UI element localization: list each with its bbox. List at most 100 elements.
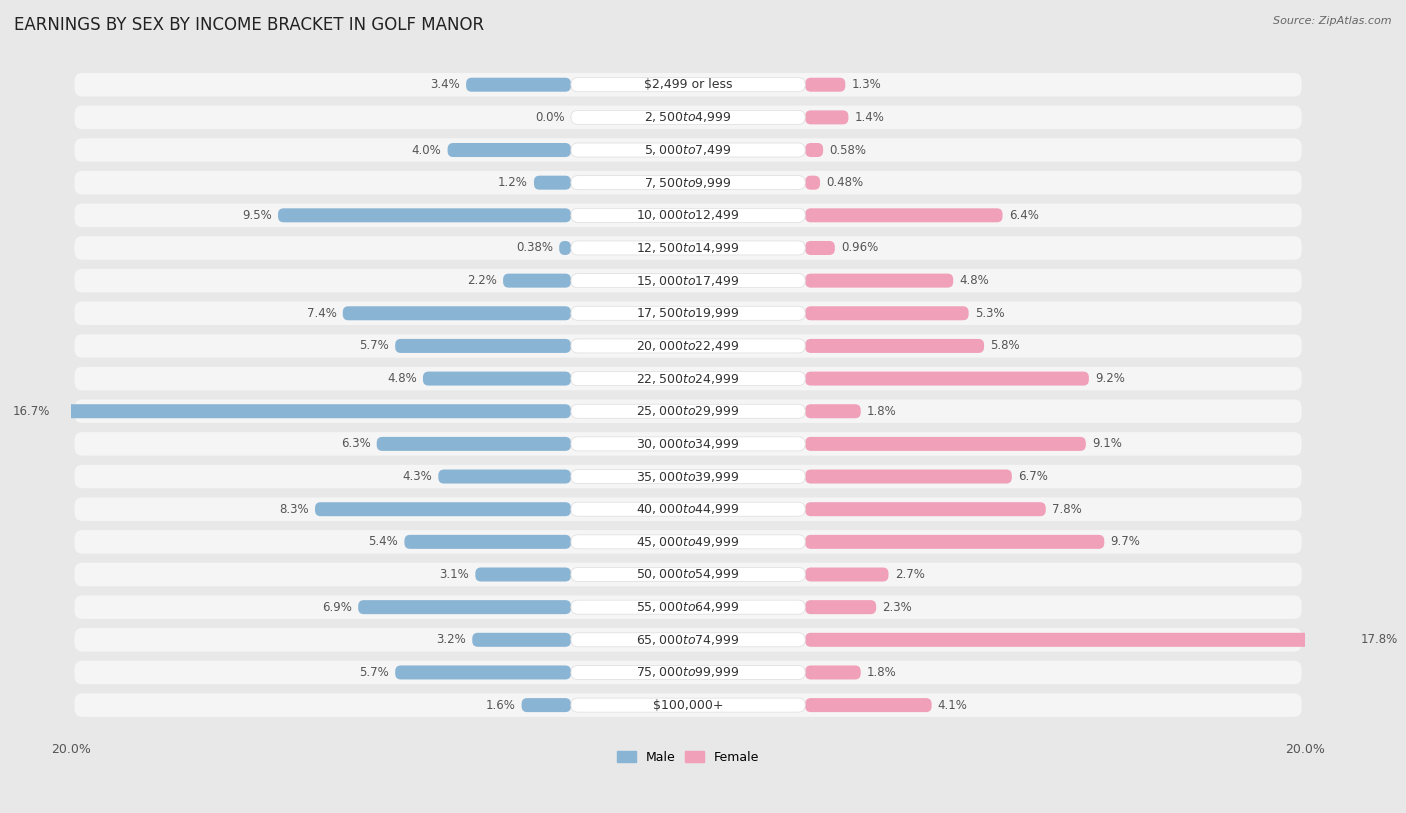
Text: $2,500 to $4,999: $2,500 to $4,999: [644, 111, 733, 124]
FancyBboxPatch shape: [315, 502, 571, 516]
FancyBboxPatch shape: [75, 269, 1302, 293]
FancyBboxPatch shape: [806, 633, 1354, 647]
FancyBboxPatch shape: [806, 404, 860, 418]
Text: 4.3%: 4.3%: [402, 470, 432, 483]
Text: $22,500 to $24,999: $22,500 to $24,999: [637, 372, 740, 385]
Text: 5.7%: 5.7%: [360, 666, 389, 679]
FancyBboxPatch shape: [806, 143, 823, 157]
Text: 3.1%: 3.1%: [440, 568, 470, 581]
FancyBboxPatch shape: [806, 470, 1012, 484]
FancyBboxPatch shape: [75, 433, 1302, 455]
FancyBboxPatch shape: [522, 698, 571, 712]
FancyBboxPatch shape: [405, 535, 571, 549]
FancyBboxPatch shape: [571, 437, 806, 451]
FancyBboxPatch shape: [359, 600, 571, 614]
Text: $2,499 or less: $2,499 or less: [644, 78, 733, 91]
FancyBboxPatch shape: [571, 78, 806, 92]
FancyBboxPatch shape: [75, 693, 1302, 717]
FancyBboxPatch shape: [75, 237, 1302, 259]
Text: $45,000 to $49,999: $45,000 to $49,999: [637, 535, 740, 549]
Text: 4.1%: 4.1%: [938, 698, 967, 711]
Text: 6.9%: 6.9%: [322, 601, 352, 614]
Text: Source: ZipAtlas.com: Source: ZipAtlas.com: [1274, 16, 1392, 26]
Text: 2.3%: 2.3%: [883, 601, 912, 614]
FancyBboxPatch shape: [806, 339, 984, 353]
Text: $15,000 to $17,499: $15,000 to $17,499: [637, 274, 740, 288]
FancyBboxPatch shape: [571, 502, 806, 516]
FancyBboxPatch shape: [75, 138, 1302, 162]
Text: 1.8%: 1.8%: [868, 666, 897, 679]
FancyBboxPatch shape: [503, 274, 571, 288]
FancyBboxPatch shape: [806, 241, 835, 255]
Text: EARNINGS BY SEX BY INCOME BRACKET IN GOLF MANOR: EARNINGS BY SEX BY INCOME BRACKET IN GOL…: [14, 16, 484, 34]
Text: 5.3%: 5.3%: [974, 307, 1004, 320]
FancyBboxPatch shape: [806, 502, 1046, 516]
FancyBboxPatch shape: [75, 563, 1302, 586]
Text: $12,500 to $14,999: $12,500 to $14,999: [637, 241, 740, 255]
FancyBboxPatch shape: [56, 404, 571, 418]
FancyBboxPatch shape: [75, 367, 1302, 390]
Text: 1.6%: 1.6%: [485, 698, 516, 711]
Text: $75,000 to $99,999: $75,000 to $99,999: [637, 666, 740, 680]
FancyBboxPatch shape: [806, 78, 845, 92]
FancyBboxPatch shape: [806, 176, 820, 189]
FancyBboxPatch shape: [571, 372, 806, 385]
FancyBboxPatch shape: [75, 661, 1302, 685]
FancyBboxPatch shape: [75, 530, 1302, 554]
Text: $30,000 to $34,999: $30,000 to $34,999: [637, 437, 740, 451]
FancyBboxPatch shape: [571, 176, 806, 189]
Text: $40,000 to $44,999: $40,000 to $44,999: [637, 502, 740, 516]
FancyBboxPatch shape: [75, 498, 1302, 521]
Text: 7.4%: 7.4%: [307, 307, 336, 320]
FancyBboxPatch shape: [806, 535, 1104, 549]
Text: 4.8%: 4.8%: [387, 372, 416, 385]
FancyBboxPatch shape: [75, 628, 1302, 651]
FancyBboxPatch shape: [75, 465, 1302, 489]
Text: $50,000 to $54,999: $50,000 to $54,999: [637, 567, 740, 581]
FancyBboxPatch shape: [75, 203, 1302, 227]
Text: $7,500 to $9,999: $7,500 to $9,999: [644, 176, 733, 189]
FancyBboxPatch shape: [560, 241, 571, 255]
Text: 0.96%: 0.96%: [841, 241, 879, 254]
Text: $35,000 to $39,999: $35,000 to $39,999: [637, 470, 740, 484]
Text: 0.38%: 0.38%: [516, 241, 553, 254]
Text: $100,000+: $100,000+: [652, 698, 723, 711]
Text: 6.7%: 6.7%: [1018, 470, 1047, 483]
Text: 1.2%: 1.2%: [498, 176, 527, 189]
Text: 4.0%: 4.0%: [412, 144, 441, 157]
FancyBboxPatch shape: [571, 600, 806, 614]
FancyBboxPatch shape: [571, 567, 806, 581]
Text: 6.4%: 6.4%: [1008, 209, 1039, 222]
FancyBboxPatch shape: [806, 208, 1002, 222]
Text: $17,500 to $19,999: $17,500 to $19,999: [637, 307, 740, 320]
Text: 1.3%: 1.3%: [852, 78, 882, 91]
FancyBboxPatch shape: [806, 274, 953, 288]
FancyBboxPatch shape: [472, 633, 571, 647]
Text: $65,000 to $74,999: $65,000 to $74,999: [637, 633, 740, 647]
FancyBboxPatch shape: [343, 307, 571, 320]
FancyBboxPatch shape: [571, 111, 806, 124]
Text: 7.8%: 7.8%: [1052, 502, 1081, 515]
FancyBboxPatch shape: [467, 78, 571, 92]
FancyBboxPatch shape: [423, 372, 571, 385]
FancyBboxPatch shape: [571, 404, 806, 418]
FancyBboxPatch shape: [75, 334, 1302, 358]
FancyBboxPatch shape: [806, 666, 860, 680]
Text: 2.7%: 2.7%: [894, 568, 925, 581]
Text: 3.2%: 3.2%: [436, 633, 467, 646]
FancyBboxPatch shape: [571, 307, 806, 320]
FancyBboxPatch shape: [806, 600, 876, 614]
Text: 8.3%: 8.3%: [280, 502, 309, 515]
FancyBboxPatch shape: [806, 698, 932, 712]
FancyBboxPatch shape: [571, 535, 806, 549]
Text: 9.5%: 9.5%: [242, 209, 271, 222]
Text: 3.4%: 3.4%: [430, 78, 460, 91]
FancyBboxPatch shape: [75, 73, 1302, 97]
FancyBboxPatch shape: [395, 666, 571, 680]
FancyBboxPatch shape: [806, 307, 969, 320]
Text: 16.7%: 16.7%: [13, 405, 49, 418]
Text: 1.8%: 1.8%: [868, 405, 897, 418]
FancyBboxPatch shape: [75, 106, 1302, 129]
FancyBboxPatch shape: [534, 176, 571, 189]
Text: 5.8%: 5.8%: [990, 340, 1019, 352]
